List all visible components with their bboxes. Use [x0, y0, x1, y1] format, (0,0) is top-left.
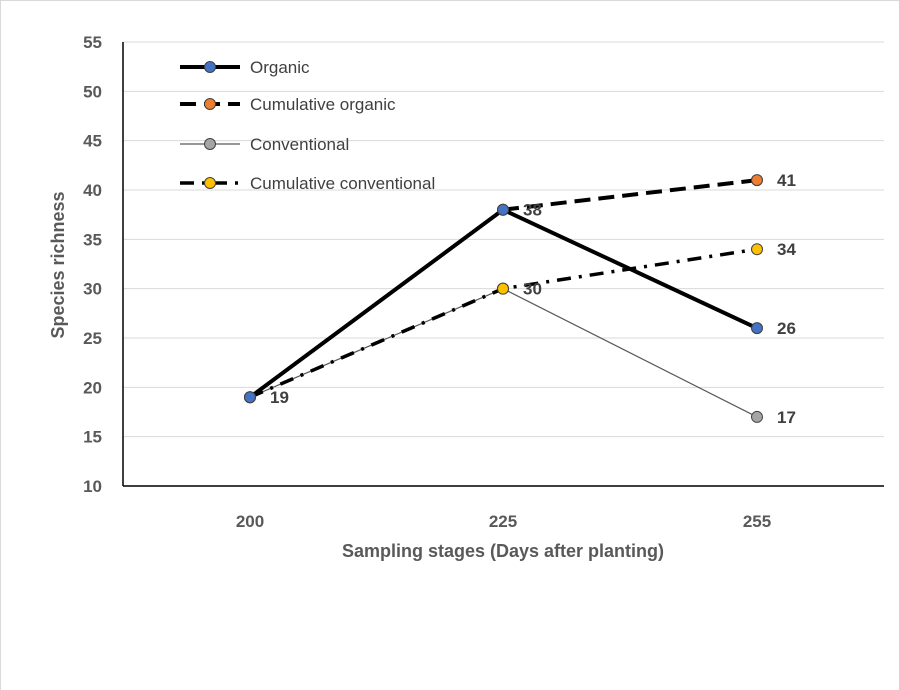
y-tick-label: 55: [83, 33, 102, 52]
x-tick-label: 255: [743, 512, 771, 531]
x-tick-label: 200: [236, 512, 264, 531]
y-tick-label: 50: [83, 82, 102, 101]
legend-marker: [204, 61, 216, 73]
series-line-conventional: [249, 288, 758, 418]
series-line-organic: [248, 207, 758, 399]
data-point: [751, 322, 763, 335]
series-markers: [244, 174, 763, 423]
data-point: [244, 391, 256, 404]
x-tick-label: 225: [489, 512, 517, 531]
y-tick-label: 20: [83, 378, 102, 397]
y-axis-label: Species richness: [48, 191, 68, 338]
series-line-cumulative-conventional: [249, 247, 758, 399]
data-labels: 19 38 26 41 30 17 34: [270, 171, 796, 427]
legend-entry: Organic: [250, 58, 310, 77]
legend-marker: [204, 177, 216, 189]
y-tick-label: 15: [83, 428, 102, 447]
data-label: 26: [777, 319, 796, 338]
legend-marker: [204, 138, 216, 150]
data-label: 19: [270, 388, 289, 407]
data-point: [751, 174, 763, 187]
legend-marker: [204, 98, 216, 110]
y-tick-labels: 10 15 20 25 30 35 40 45 50 55: [83, 33, 102, 496]
y-tick-label: 45: [83, 132, 102, 151]
legend-entry: Cumulative conventional: [250, 174, 435, 193]
y-tick-label: 40: [83, 181, 102, 200]
data-label: 41: [777, 171, 796, 190]
x-axis-label: Sampling stages (Days after planting): [342, 541, 664, 561]
y-tick-label: 35: [83, 230, 102, 249]
legend-entry: Conventional: [250, 135, 349, 154]
gridlines: [122, 41, 884, 487]
data-label: 30: [523, 280, 542, 299]
y-tick-label: 30: [83, 280, 102, 299]
data-point: [497, 203, 509, 216]
data-point: [751, 410, 763, 423]
data-point: [751, 243, 763, 256]
series-line-cumulative-organic: [502, 178, 758, 212]
x-tick-labels: 200 225 255: [236, 512, 771, 531]
legend-entry: Cumulative organic: [250, 95, 396, 114]
data-label: 38: [523, 201, 542, 220]
legend: Organic Cumulative organic Conventional Cum…: [180, 58, 435, 193]
y-tick-label: 10: [83, 477, 102, 496]
y-tick-label: 25: [83, 329, 102, 348]
data-label: 34: [777, 240, 796, 259]
data-label: 17: [777, 408, 796, 427]
data-point: [497, 282, 509, 295]
